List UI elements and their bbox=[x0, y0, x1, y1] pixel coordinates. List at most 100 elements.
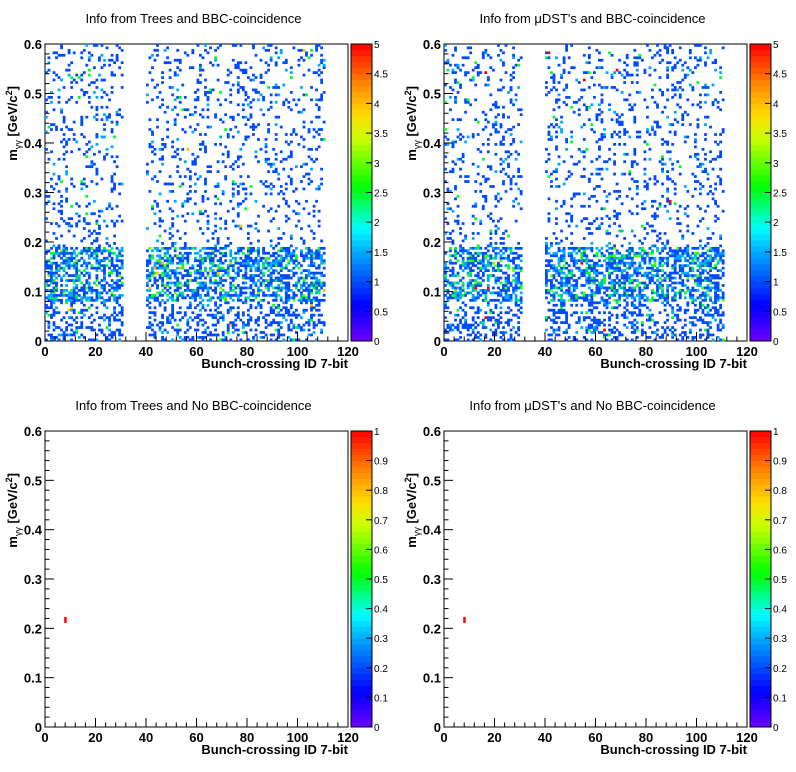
heatmap-cell bbox=[77, 336, 81, 339]
heatmap-cell bbox=[560, 279, 563, 282]
heatmap-cell bbox=[153, 147, 157, 151]
heatmap-cell bbox=[517, 86, 521, 89]
heatmap-cell bbox=[204, 150, 207, 154]
heatmap-cell bbox=[216, 264, 220, 268]
heatmap-cell bbox=[219, 291, 223, 295]
heatmap-cell bbox=[259, 303, 263, 307]
heatmap-cell bbox=[302, 276, 306, 280]
heatmap-cell bbox=[201, 232, 205, 235]
heatmap-cell bbox=[555, 100, 558, 104]
heatmap-cell bbox=[474, 61, 478, 65]
heatmap-cell bbox=[476, 254, 480, 258]
heatmap-cell bbox=[118, 108, 122, 112]
heatmap-cell bbox=[236, 246, 240, 250]
heatmap-cell bbox=[454, 296, 457, 300]
heatmap-cell bbox=[224, 81, 228, 84]
heatmap-cell bbox=[459, 249, 462, 253]
heatmap-cell bbox=[181, 338, 185, 342]
heatmap-cell bbox=[461, 276, 465, 280]
heatmap-cell bbox=[562, 331, 566, 334]
heatmap-cell bbox=[47, 298, 51, 302]
heatmap-cell bbox=[620, 244, 624, 248]
heatmap-cell bbox=[234, 256, 238, 260]
heatmap-cell bbox=[247, 135, 250, 139]
heatmap-cell bbox=[461, 246, 465, 250]
heatmap-cell bbox=[620, 120, 624, 124]
heatmap-cell bbox=[221, 192, 225, 196]
heatmap-cell bbox=[307, 128, 311, 131]
heatmap-cell bbox=[252, 279, 255, 282]
heatmap-cell bbox=[201, 303, 205, 307]
heatmap-cell bbox=[595, 172, 599, 176]
color-scale-segment bbox=[351, 150, 372, 158]
heatmap-cell bbox=[305, 172, 308, 176]
heatmap-cell bbox=[567, 95, 571, 99]
heatmap-cell bbox=[277, 279, 281, 282]
heatmap-cell bbox=[201, 197, 205, 201]
heatmap-cell bbox=[459, 264, 462, 268]
heatmap-cell bbox=[57, 254, 61, 258]
heatmap-cell bbox=[312, 135, 316, 139]
heatmap-cell bbox=[570, 140, 574, 144]
heatmap-cell bbox=[494, 197, 498, 201]
heatmap-cell bbox=[600, 86, 604, 89]
heatmap-cell bbox=[620, 274, 624, 277]
heatmap-cell bbox=[274, 86, 278, 89]
heatmap-cell bbox=[87, 286, 91, 290]
heatmap-cell bbox=[103, 63, 106, 67]
heatmap-cell bbox=[582, 71, 586, 74]
heatmap-cell bbox=[241, 331, 245, 334]
heatmap-cell bbox=[630, 293, 634, 297]
heatmap-cell bbox=[572, 296, 576, 300]
heatmap-cell bbox=[461, 256, 465, 260]
heatmap-cell bbox=[517, 333, 521, 337]
heatmap-cell bbox=[552, 321, 556, 324]
heatmap-cell bbox=[547, 269, 551, 272]
heatmap-cell bbox=[595, 140, 599, 144]
heatmap-cell bbox=[499, 157, 503, 161]
heatmap-cell bbox=[62, 115, 66, 119]
heatmap-cell bbox=[284, 133, 288, 136]
heatmap-cell bbox=[507, 162, 510, 166]
heatmap-cell bbox=[277, 293, 281, 297]
heatmap-cell bbox=[300, 276, 303, 280]
heatmap-cell bbox=[444, 167, 447, 171]
heatmap-cell bbox=[249, 105, 253, 109]
heatmap-cell bbox=[320, 254, 324, 258]
heatmap-cell bbox=[555, 147, 558, 151]
heatmap-cell bbox=[231, 192, 235, 196]
heatmap-cell bbox=[504, 284, 508, 287]
heatmap-cell bbox=[598, 286, 601, 290]
heatmap-cell bbox=[181, 182, 185, 186]
heatmap-cell bbox=[262, 204, 265, 208]
heatmap-cell bbox=[224, 254, 228, 258]
heatmap-cell bbox=[214, 308, 217, 312]
heatmap-cell bbox=[623, 281, 627, 285]
heatmap-cell bbox=[592, 264, 596, 268]
heatmap-cell bbox=[630, 323, 634, 327]
heatmap-cell bbox=[481, 110, 485, 114]
heatmap-cell bbox=[108, 115, 111, 119]
heatmap-cell bbox=[320, 284, 324, 287]
heatmap-cell bbox=[178, 100, 182, 104]
heatmap-cell bbox=[320, 261, 324, 265]
heatmap-cell bbox=[161, 316, 164, 320]
heatmap-cell bbox=[206, 51, 210, 55]
heatmap-cell bbox=[590, 246, 594, 250]
heatmap-cell bbox=[193, 190, 197, 193]
heatmap-cell bbox=[451, 53, 455, 57]
heatmap-cell bbox=[454, 318, 457, 322]
heatmap-cell bbox=[221, 313, 225, 317]
heatmap-cell bbox=[80, 187, 84, 191]
heatmap-cell bbox=[545, 291, 548, 295]
heatmap-cell bbox=[252, 123, 255, 126]
heatmap-cell bbox=[249, 293, 253, 297]
heatmap-cell bbox=[582, 336, 586, 339]
heatmap-cell bbox=[461, 56, 465, 60]
heatmap-cell bbox=[173, 281, 177, 285]
heatmap-cell bbox=[262, 266, 265, 270]
heatmap-cell bbox=[292, 296, 296, 300]
heatmap-cell bbox=[635, 135, 639, 139]
heatmap-cell bbox=[486, 244, 490, 248]
heatmap-cell bbox=[168, 86, 172, 89]
